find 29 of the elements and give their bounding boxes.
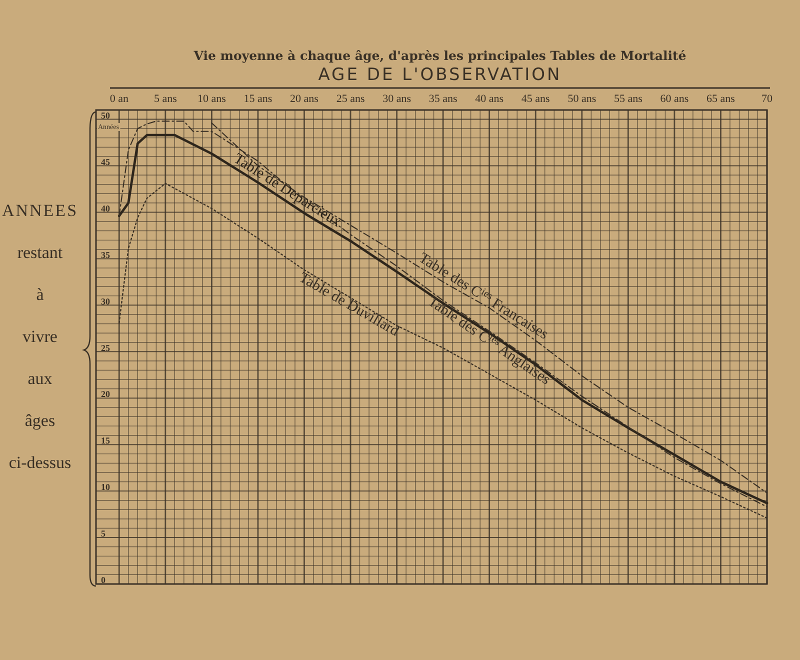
y-tick-label: 0: [101, 575, 106, 586]
y-tick-label: 30: [101, 296, 110, 306]
x-tick-label: 40 ans: [475, 93, 504, 105]
y-tick-label: 10: [101, 482, 110, 492]
y-tick-label: 35: [101, 250, 110, 260]
y-tick-label: 15: [101, 436, 110, 446]
y-tick-label: 5: [101, 528, 106, 539]
x-tick-label: 55 ans: [614, 93, 642, 105]
chart-title: Vie moyenne à chaque âge, d'après les principales Tables de Mortalité: [192, 48, 686, 63]
x-tick-label: 15 ans: [244, 93, 272, 105]
x-tick-label: 60 ans: [660, 93, 689, 105]
x-tick-label: 10 ans: [197, 93, 226, 105]
x-tick-label: 50 ans: [568, 93, 596, 105]
y-tick-label: 40: [101, 203, 110, 214]
y-tick-label: 50: [101, 110, 110, 120]
y-tick-label: 20: [101, 389, 110, 400]
x-tick-label: 25 ans: [336, 93, 365, 105]
x-tick-label: 70: [762, 93, 773, 105]
x-tick-label: 30 ans: [382, 93, 412, 105]
x-tick-label: 20 ans: [290, 93, 318, 105]
text: ANNEES restant à vivre aux âges ci-dessus: [2, 201, 78, 472]
y-tick-label: 25: [101, 342, 110, 353]
x-tick-label: 35 ans: [428, 93, 458, 105]
x-tick-label: 45 ans: [521, 93, 550, 105]
y-tick-label: 45: [101, 156, 110, 167]
x-tick-label: 65 ans: [706, 93, 735, 105]
x-tick-label: 5 ans: [154, 93, 177, 105]
x-tick-label: 0 an: [110, 93, 129, 105]
x-axis-title: AGE DE L'OBSERVATION: [318, 65, 562, 85]
